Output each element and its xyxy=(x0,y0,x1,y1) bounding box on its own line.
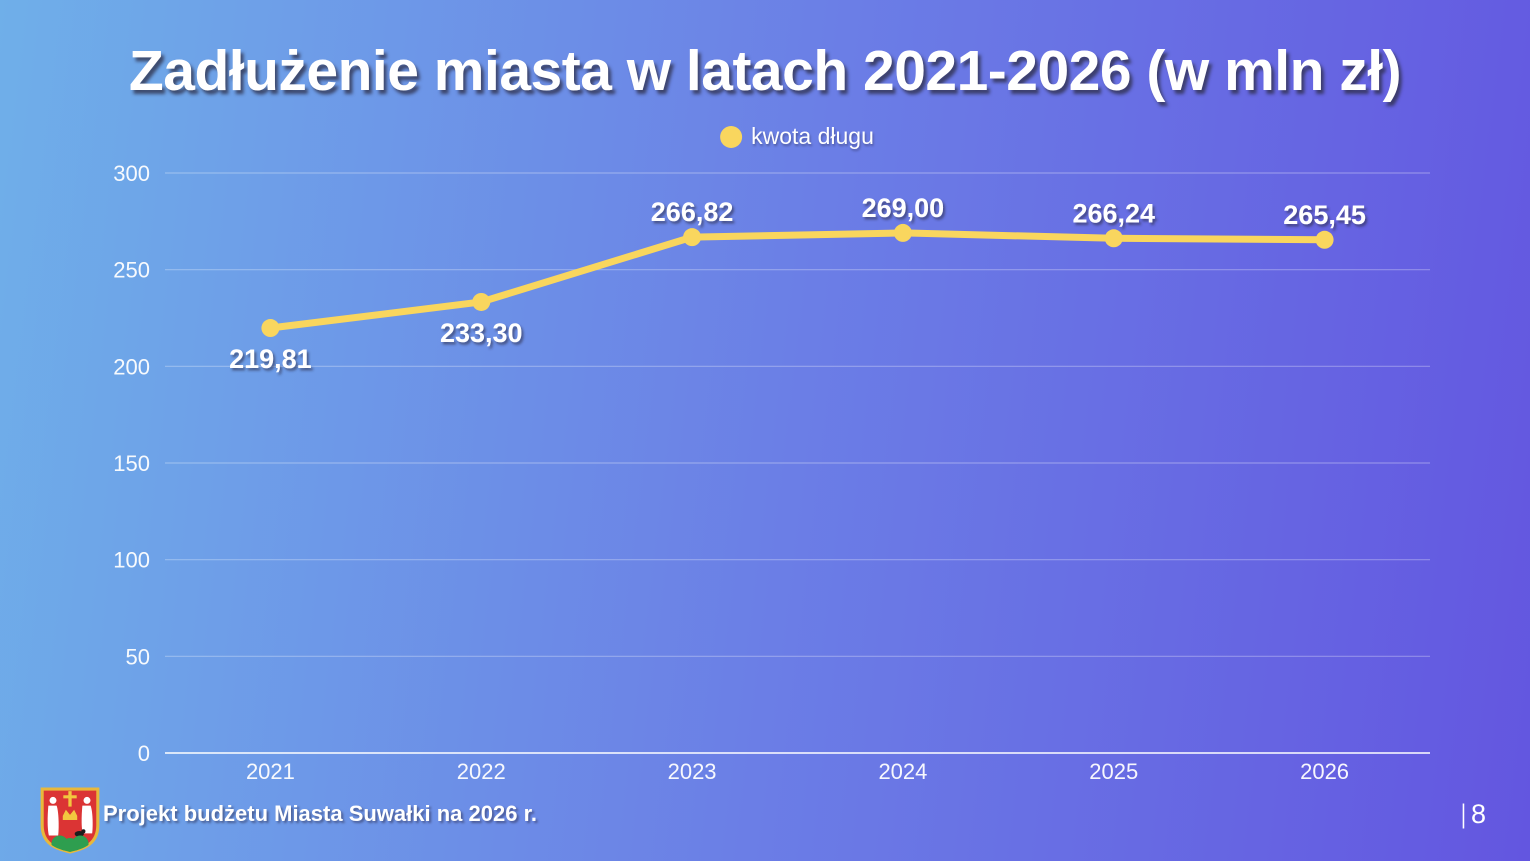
x-axis-label: 2023 xyxy=(668,759,717,784)
data-point-marker xyxy=(472,292,491,311)
chart-data-labels: 219,81 233,30 266,82 269,00 266,24 265,45 xyxy=(229,193,1366,374)
data-point-label: 266,82 xyxy=(651,197,734,227)
data-point-marker xyxy=(893,223,912,242)
data-point-label: 265,45 xyxy=(1283,200,1366,230)
page-number: 8 xyxy=(1470,799,1486,829)
x-axis-label: 2026 xyxy=(1300,759,1349,784)
x-axis-label: 2021 xyxy=(246,759,295,784)
page-number-separator: | xyxy=(1461,799,1466,829)
data-point-marker xyxy=(1315,230,1334,249)
chart-data-points xyxy=(261,223,1334,338)
data-point-label: 233,30 xyxy=(440,318,523,348)
x-axis-label: 2024 xyxy=(878,759,927,784)
y-tick-label: 200 xyxy=(113,354,150,379)
data-point-label: 266,24 xyxy=(1072,198,1155,228)
footer-text: Projekt budżetu Miasta Suwałki na 2026 r… xyxy=(103,801,538,826)
series-polyline xyxy=(266,229,1329,332)
data-point-marker xyxy=(1104,229,1123,248)
y-tick-label: 100 xyxy=(113,548,150,573)
x-axis-label: 2025 xyxy=(1089,759,1138,784)
legend-marker-icon xyxy=(720,125,743,148)
page-title: Zadłużenie miasta w latach 2021-2026 (w … xyxy=(128,39,1402,103)
chart-legend: kwota długu xyxy=(720,123,874,150)
suwalki-coat-of-arms xyxy=(40,787,100,854)
y-tick-label: 0 xyxy=(138,741,150,766)
y-tick-label: 150 xyxy=(113,451,150,476)
data-point-marker xyxy=(683,228,702,247)
data-point-label: 269,00 xyxy=(862,193,945,223)
data-point-label: 219,81 xyxy=(229,344,312,374)
y-axis-tick-labels: 0 50 100 150 200 250 300 xyxy=(113,161,150,766)
chart-series-line xyxy=(266,229,1329,332)
x-axis-label: 2022 xyxy=(457,759,506,784)
chart-gridlines xyxy=(165,172,1430,754)
y-tick-label: 50 xyxy=(126,644,150,669)
y-tick-label: 300 xyxy=(113,161,150,186)
y-tick-label: 250 xyxy=(113,258,150,283)
page-number-block: | 8 xyxy=(1460,799,1486,830)
legend-label: kwota długu xyxy=(751,123,874,149)
x-axis-tick-labels: 2021 2022 2023 2024 2025 2026 xyxy=(246,759,1349,784)
data-point-marker xyxy=(261,319,280,338)
